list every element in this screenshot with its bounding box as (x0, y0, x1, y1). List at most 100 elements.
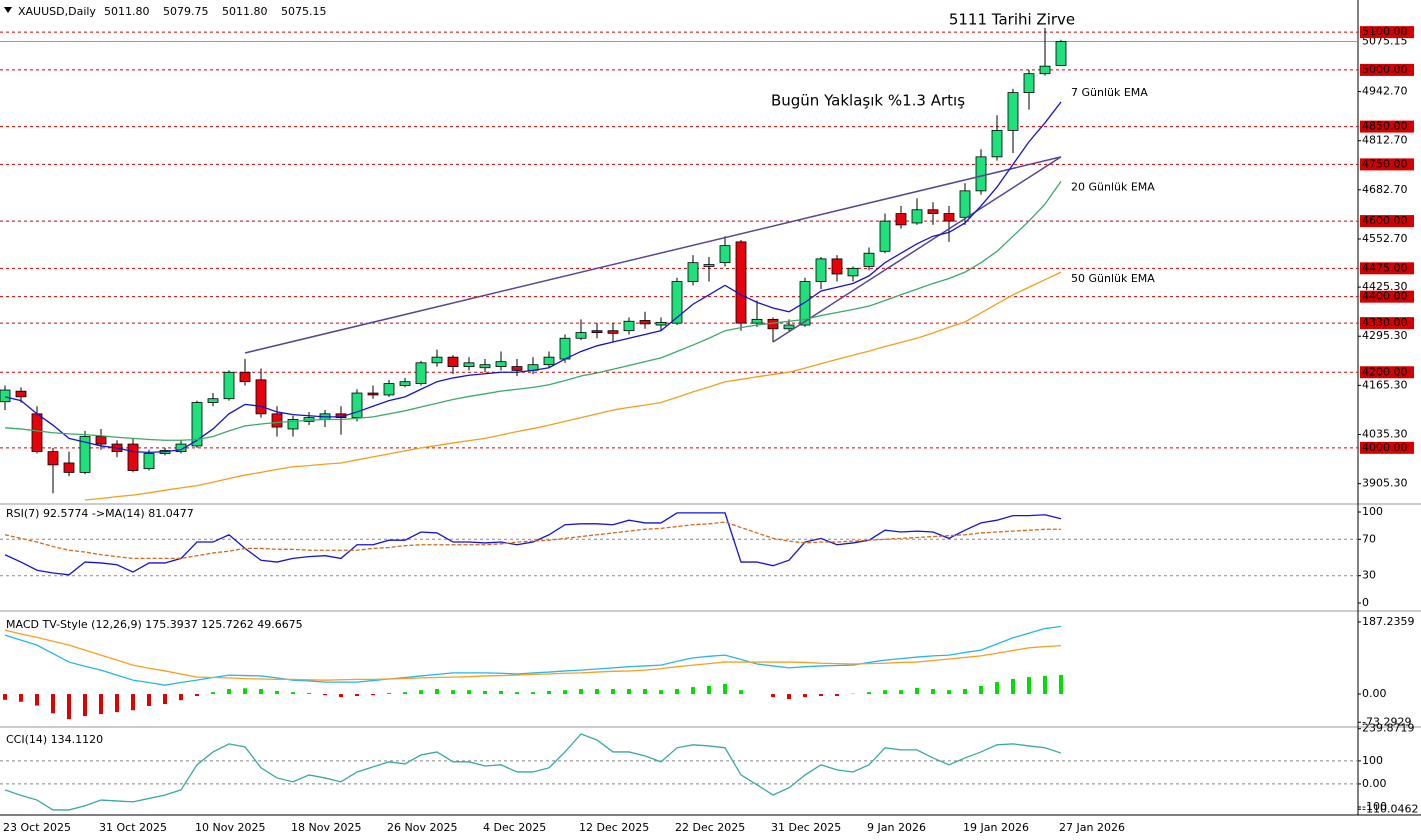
histogram-bar (723, 684, 727, 695)
ema-label: 7 Günlük EMA (1071, 86, 1148, 99)
x-tick-label: 31 Oct 2025 (99, 821, 167, 834)
histogram-bar (659, 690, 663, 695)
histogram-bar (803, 694, 807, 698)
candle-body (863, 252, 875, 267)
candle-body (879, 220, 891, 252)
y-tick-label: -110.0462 (1362, 802, 1418, 815)
quote-close: 5075.15 (281, 5, 327, 18)
level-label-box (1360, 63, 1414, 76)
candle-body (719, 245, 731, 264)
histogram-bar (243, 688, 247, 695)
histogram-bar (675, 689, 679, 695)
histogram-bar (611, 689, 615, 695)
indicator-line (4, 101, 1062, 454)
candle-body (463, 362, 475, 367)
y-tick-label: -100 (1362, 800, 1387, 813)
x-tick-label: 23 Oct 2025 (3, 821, 71, 834)
histogram-bar (83, 694, 87, 716)
collapse-icon[interactable] (4, 7, 12, 13)
histogram-bar (627, 689, 631, 695)
candle-body (383, 383, 395, 396)
histogram-bar (787, 694, 791, 700)
y-tick-label: 100 (1362, 754, 1383, 767)
candle-body (271, 413, 283, 428)
histogram-bar (419, 690, 423, 695)
histogram-bar (323, 694, 327, 696)
candle-body (623, 320, 635, 332)
histogram-bar (67, 694, 71, 720)
candle-body (847, 267, 859, 277)
indicator-line (84, 271, 1062, 501)
x-tick-label: 18 Nov 2025 (291, 821, 361, 834)
candle-body (559, 337, 571, 360)
candle-body (927, 209, 939, 214)
histogram-bar (227, 689, 231, 695)
macd-title: MACD TV-Style (12,26,9) 175.3937 125.726… (6, 618, 303, 631)
candle-body (543, 356, 555, 366)
indicator-line (4, 521, 1062, 560)
candle-body (703, 264, 715, 267)
candle-body (431, 356, 443, 364)
y-tick-label: 4165.30 (1362, 378, 1408, 391)
level-label: 5100.00 (1362, 25, 1408, 38)
histogram-bar (499, 690, 503, 695)
candle-body (895, 213, 907, 226)
x-tick-label: 10 Nov 2025 (195, 821, 265, 834)
y-tick-label: 4682.70 (1362, 183, 1408, 196)
y-tick-label: 100 (1362, 505, 1383, 518)
candle-body (479, 364, 491, 369)
x-tick-label: 9 Jan 2026 (867, 821, 926, 834)
histogram-bar (1027, 677, 1031, 695)
candle-body (175, 443, 187, 453)
annotation: 5111 Tarihi Zirve (949, 11, 1075, 29)
histogram-bar (451, 690, 455, 695)
candle-body (1007, 92, 1019, 131)
trendline (244, 156, 1062, 354)
candle-body (815, 258, 827, 282)
histogram-bar (739, 690, 743, 695)
candle-body (399, 381, 411, 386)
y-tick-label: -73.2929 (1362, 715, 1411, 728)
histogram-bar (579, 689, 583, 695)
y-tick-label: 4035.30 (1362, 428, 1408, 441)
histogram-bar (1011, 679, 1015, 695)
histogram-bar (563, 690, 567, 695)
histogram-bar (35, 694, 39, 706)
candle-body (95, 436, 107, 445)
level-label-box (1360, 441, 1414, 454)
histogram-bar (99, 694, 103, 715)
candle-body (255, 379, 267, 415)
candle-body (943, 213, 955, 222)
histogram-bar (355, 694, 359, 696)
level-label: 4475.00 (1362, 261, 1408, 274)
candle-body (127, 443, 139, 471)
candle-body (79, 436, 91, 473)
level-label-box (1360, 120, 1414, 133)
level-label: 4400.00 (1362, 290, 1408, 303)
histogram-bar (387, 692, 391, 695)
trendline (772, 156, 1062, 343)
histogram-bar (19, 694, 23, 702)
indicator-line (4, 625, 1062, 686)
candle-body (959, 190, 971, 218)
indicator-line (4, 733, 1062, 811)
histogram-bar (3, 694, 7, 700)
candle-body (975, 156, 987, 192)
y-tick-label: 30 (1362, 569, 1376, 582)
x-tick-label: 19 Jan 2026 (963, 821, 1029, 834)
candle-body (911, 209, 923, 224)
histogram-bar (1059, 674, 1063, 695)
histogram-bar (595, 689, 599, 695)
candle-body (191, 402, 203, 447)
histogram-bar (947, 690, 951, 695)
candle-body (1055, 41, 1067, 66)
candle-body (287, 419, 299, 430)
candle-body (367, 392, 379, 396)
histogram-bar (707, 685, 711, 695)
ema-label: 20 Günlük EMA (1071, 180, 1155, 193)
histogram-bar (211, 692, 215, 695)
symbol-title: XAUUSD,Daily (18, 5, 96, 18)
candle-body (751, 318, 763, 324)
histogram-bar (531, 692, 535, 695)
